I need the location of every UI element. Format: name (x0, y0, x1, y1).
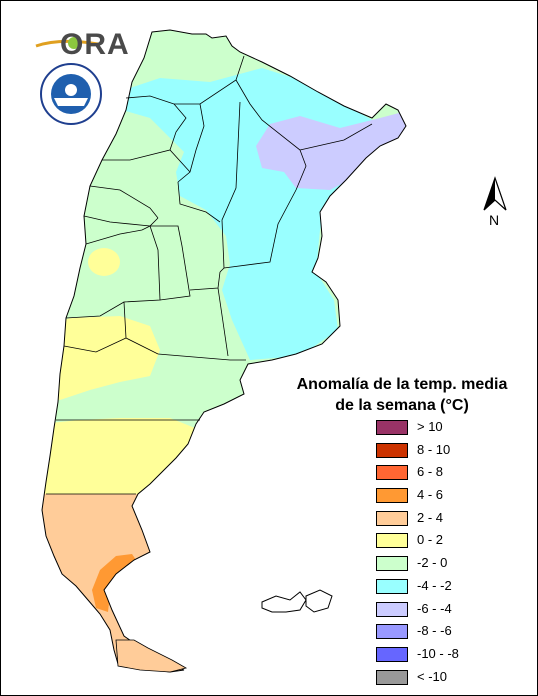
legend-swatch (376, 556, 408, 572)
north-label: N (489, 212, 500, 228)
legend-label: -2 - 0 (417, 555, 448, 571)
anomaly-zone-yellow-central (42, 316, 160, 400)
legend-label: -6 - -4 (417, 600, 452, 616)
legend-label: -8 - -6 (417, 623, 452, 639)
legend-title-line1: Anomalía de la temp. media (296, 376, 508, 393)
malvinas-islands (261, 589, 333, 613)
ora-logo-swoosh (35, 37, 99, 49)
legend-label: 0 - 2 (417, 532, 444, 548)
legend-swatch (376, 646, 408, 662)
legend-swatch (376, 669, 408, 685)
legend-swatch (376, 533, 408, 549)
legend-swatch (376, 578, 408, 594)
anomaly-zone-yellow-south (42, 418, 200, 494)
tierra-del-fuego (115, 639, 188, 673)
legend-swatch (376, 488, 408, 504)
legend-label: 6 - 8 (417, 464, 444, 480)
legend-label: 8 - 10 (417, 441, 451, 457)
legend-label: < -10 (417, 668, 447, 684)
legend-swatch (376, 624, 408, 640)
anomaly-zone-lavender (256, 110, 406, 190)
legend-title: Anomalía de la temp. media de la semana … (288, 374, 516, 416)
legend-label: 2 - 4 (417, 509, 444, 525)
ora-logo-text: ORA (60, 28, 130, 61)
legend-swatch (376, 465, 408, 481)
province-boundaries (46, 55, 373, 495)
legend-label: -10 - -8 (417, 645, 459, 661)
north-arrow-icon (483, 176, 507, 211)
legend-swatch (376, 420, 408, 435)
country-outline (41, 29, 407, 673)
legend-label: -4 - -2 (417, 577, 452, 593)
legend-label: 4 - 6 (417, 487, 444, 503)
legend-title-line2: de la semana (°C) (335, 397, 469, 414)
legend-swatch (376, 601, 408, 617)
legend-label: > 10 (417, 419, 443, 434)
legend-swatch (376, 510, 408, 526)
anomaly-zone-yellow-small (88, 248, 120, 276)
smn-seal-logo (40, 63, 102, 125)
legend-swatch (376, 442, 408, 458)
